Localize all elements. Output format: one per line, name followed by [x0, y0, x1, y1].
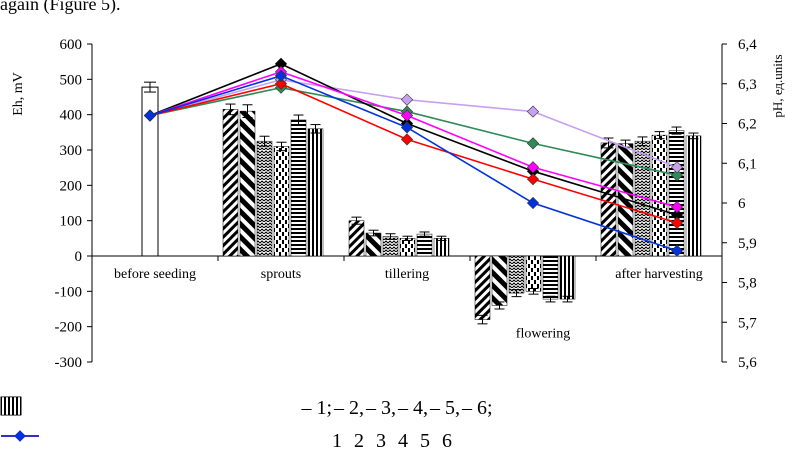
- y-left-tick-label: -200: [55, 320, 83, 336]
- line-legend-label: 1: [332, 430, 342, 453]
- bar-series-2: [365, 232, 382, 257]
- line-point-3: [274, 57, 288, 70]
- bar-legend-item: – 2,: [0, 396, 364, 420]
- bar-series-6: [307, 128, 324, 257]
- line-legend-label: 2: [354, 430, 364, 453]
- line-point-2: [400, 93, 414, 106]
- line-point-4: [526, 173, 540, 186]
- caption-fragment: again (Figure 5).: [0, 0, 121, 14]
- y-left-tick-label: 100: [60, 214, 83, 230]
- y-left-tick-label: 0: [75, 249, 83, 265]
- y-left-axis-label: Eh, mV: [11, 72, 26, 116]
- line-point-1: [526, 137, 540, 150]
- bar-series-5: [668, 130, 685, 257]
- line-point-6: [143, 109, 157, 122]
- line-point-4: [670, 216, 684, 229]
- bar-series-5: [290, 119, 307, 257]
- bar-series-3: [508, 255, 525, 294]
- y-right-tick-label: 6,2: [738, 117, 757, 133]
- bar-legend-item: – 4,: [0, 396, 428, 420]
- y-right-tick-label: 6: [738, 196, 746, 212]
- y-left-tick-label: 300: [60, 143, 83, 159]
- bar-legend-label: – 4,: [398, 397, 428, 420]
- line-legend-item: 6: [1, 429, 462, 453]
- y-right-tick-label: 5,8: [738, 276, 757, 292]
- line-point-4: [274, 77, 288, 90]
- bar-legend: – 1; – 2, – 3, – 4, – 5, – 6;: [0, 396, 792, 420]
- bar-series-1: [222, 109, 239, 257]
- category-label: after harvesting: [615, 267, 702, 282]
- category-label: flowering: [516, 326, 570, 341]
- bar-series-2: [239, 110, 256, 257]
- y-left-tick-label: 500: [60, 72, 83, 88]
- y-right-tick-label: 6,4: [738, 37, 757, 53]
- bar-series-1: [474, 255, 491, 320]
- bar-series-4: [525, 255, 542, 292]
- y-right-tick-label: 5,7: [738, 315, 757, 331]
- category-label: sprouts: [261, 267, 301, 282]
- y-right-tick-label: 5,6: [738, 355, 757, 371]
- category-label: before seeding: [114, 267, 196, 282]
- line-point-5: [526, 161, 540, 174]
- line-point-2: [526, 105, 540, 118]
- bar-series-1: [348, 220, 365, 257]
- bar-legend-item: – 6;: [0, 396, 493, 420]
- y-right-tick-label: 6,3: [738, 77, 757, 93]
- line-point-1: [670, 169, 684, 182]
- bar-legend-item: – 1;: [0, 396, 332, 420]
- y-left-tick-label: -300: [55, 355, 83, 371]
- line-point-3: [670, 208, 684, 222]
- bar-series-5: [416, 233, 433, 257]
- bar-series-6: [433, 238, 450, 257]
- line-legend-item: 2: [1, 429, 374, 453]
- bar-legend-label: – 2,: [334, 397, 364, 420]
- bar-series-2: [491, 255, 508, 306]
- line-legend-item: 5: [1, 429, 440, 453]
- bar-legend-swatch: [0, 396, 22, 416]
- line-point-6: [526, 196, 540, 210]
- line-point-6: [400, 121, 414, 134]
- y-left-tick-label: 400: [60, 108, 83, 124]
- line-legend: 1 2 3 4 5 6: [0, 429, 792, 453]
- line-point-5: [670, 200, 684, 214]
- bar-series-5: [542, 255, 559, 300]
- line-legend-label: 4: [398, 430, 408, 453]
- line-legend-item: 3: [1, 429, 396, 453]
- line-point-5: [400, 109, 414, 122]
- bar-legend-label: – 5,: [430, 397, 460, 420]
- bar-series-4: [273, 146, 290, 257]
- y-right-tick-label: 5,9: [738, 236, 757, 252]
- line-legend-swatch: [1, 430, 39, 442]
- category-label: tillering: [385, 267, 429, 282]
- line-legend-item: 1: [1, 429, 352, 453]
- line-point-6: [670, 244, 684, 257]
- bar-series-4: [399, 238, 416, 257]
- line-legend-label: 5: [420, 430, 430, 453]
- line-legend-label: 3: [376, 430, 386, 453]
- y-right-axis-label: pH, ед.units: [770, 54, 785, 117]
- bar-series-6: [559, 255, 576, 300]
- line-point-4: [400, 133, 414, 146]
- bar-legend-label: – 1;: [301, 397, 332, 420]
- line-point-6: [274, 69, 288, 82]
- bar-series-6: [685, 135, 702, 257]
- eh-ph-chart: 600 500 400 300 200 100 0 -100 -200 -300 6,4 6,3 6,2…: [11, 37, 785, 371]
- y-right-tick-label: 6,1: [738, 156, 757, 172]
- bar-series-3: [256, 140, 273, 257]
- y-left-tick-label: 200: [60, 178, 83, 194]
- line-legend-item: 4: [1, 429, 418, 453]
- line-legend-label: 6: [442, 430, 452, 453]
- bar-legend-label: – 3,: [366, 397, 396, 420]
- bar-legend-item: – 5,: [0, 396, 460, 420]
- bar-series-4: [651, 134, 668, 257]
- bar-legend-label: – 6;: [462, 397, 493, 420]
- y-left-tick-label: -100: [55, 284, 83, 300]
- bar-legend-item: – 3,: [0, 396, 396, 420]
- y-left-tick-label: 600: [60, 37, 83, 53]
- line-point-2: [670, 161, 684, 174]
